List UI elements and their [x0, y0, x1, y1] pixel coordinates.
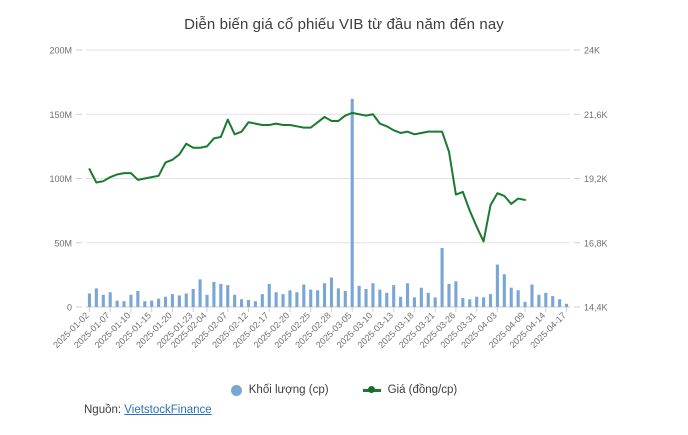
volume-bar[interactable] [433, 297, 437, 307]
volume-bar[interactable] [564, 303, 569, 307]
price-line[interactable] [88, 111, 527, 243]
volume-bar[interactable] [454, 281, 458, 307]
volume-bar[interactable] [357, 285, 361, 307]
volume-bar[interactable] [267, 283, 271, 307]
volume-bar[interactable] [516, 290, 520, 307]
volume-bar[interactable] [440, 247, 444, 307]
volume-bar[interactable] [309, 289, 313, 307]
legend-label-price: Giá (đồng/cp) [387, 384, 458, 396]
volume-bar[interactable] [226, 285, 230, 307]
volume-bar[interactable] [378, 289, 382, 307]
y-axis-left-tick-label: 100M [49, 174, 72, 184]
volume-bar[interactable] [295, 292, 299, 307]
chart-title: Diễn biến giá cổ phiếu VIB từ đầu năm đế… [184, 16, 504, 33]
y-axis-right-tick-label: 16,8K [584, 238, 608, 248]
volume-bar[interactable] [447, 283, 451, 307]
volume-bar[interactable] [212, 281, 216, 307]
volume-bar[interactable] [392, 285, 396, 307]
volume-bar[interactable] [350, 98, 354, 307]
volume-bar[interactable] [240, 299, 244, 307]
volume-bar[interactable] [198, 279, 202, 307]
volume-bar[interactable] [108, 292, 112, 307]
volume-bar[interactable] [191, 289, 195, 307]
volume-bar[interactable] [426, 292, 430, 307]
volume-bar[interactable] [399, 296, 403, 307]
volume-bar[interactable] [364, 289, 368, 307]
legend-label-volume: Khối lượng (cp) [248, 384, 329, 396]
volume-bar[interactable] [509, 287, 513, 307]
volume-bar[interactable] [371, 283, 375, 307]
volume-bar[interactable] [219, 283, 223, 307]
volume-bar[interactable] [150, 300, 154, 307]
y-axis-left-tick-label: 200M [49, 46, 72, 56]
volume-bar[interactable] [170, 294, 174, 307]
volume-bar[interactable] [329, 277, 334, 307]
volume-bar[interactable] [101, 294, 105, 307]
volume-bar[interactable] [233, 294, 237, 307]
volume-bar[interactable] [405, 283, 410, 307]
source-prefix: Nguồn: [84, 404, 122, 416]
volume-bar[interactable] [184, 293, 188, 307]
volume-bar[interactable] [316, 290, 320, 307]
volume-bar[interactable] [281, 294, 285, 307]
volume-bar[interactable] [544, 292, 548, 307]
volume-bar[interactable] [115, 300, 119, 307]
source-note: Nguồn: VietstockFinance [84, 404, 212, 416]
volume-bar[interactable] [322, 283, 327, 307]
chart-plot-area: 050M100M150M200M14,4K16,8K19,2K21,6K24K2… [49, 46, 608, 350]
volume-bar[interactable] [143, 301, 147, 307]
volume-bar[interactable] [551, 296, 555, 307]
volume-bar[interactable] [475, 296, 479, 307]
volume-bar[interactable] [502, 274, 506, 307]
chart-legend: Khối lượng (cp) Giá (đồng/cp) [0, 384, 688, 396]
volume-bar[interactable] [419, 287, 423, 307]
volume-bar[interactable] [163, 296, 168, 307]
price-legend-marker-icon [362, 385, 381, 396]
volume-bar[interactable] [205, 294, 209, 307]
volume-bar[interactable] [461, 298, 465, 307]
volume-bar[interactable] [537, 294, 541, 307]
volume-bar[interactable] [288, 290, 292, 307]
volume-bar[interactable] [343, 290, 347, 307]
volume-bar[interactable] [468, 299, 472, 307]
volume-bar[interactable] [336, 288, 340, 307]
volume-bar[interactable] [530, 284, 534, 307]
volume-bar[interactable] [94, 288, 98, 307]
volume-bar[interactable] [177, 295, 181, 307]
volume-bar[interactable] [253, 301, 257, 307]
volume-bar[interactable] [122, 301, 126, 307]
volume-bar[interactable] [274, 292, 278, 307]
y-axis-right-tick-label: 24K [584, 46, 600, 56]
volume-bar[interactable] [260, 294, 264, 307]
volume-bar[interactable] [482, 297, 486, 307]
volume-bar[interactable] [558, 299, 562, 307]
volume-bar[interactable] [495, 264, 499, 307]
y-axis-left-tick-label: 150M [49, 110, 72, 120]
y-axis-right-tick-label: 14,4K [584, 303, 608, 313]
volume-bar[interactable] [488, 294, 493, 307]
volume-bar[interactable] [412, 297, 416, 307]
volume-bar[interactable] [129, 294, 133, 307]
legend-item-price[interactable]: Giá (đồng/cp) [362, 384, 458, 396]
volume-bar[interactable] [523, 301, 527, 307]
volume-bar[interactable] [302, 284, 306, 307]
y-axis-right-tick-label: 19,2K [584, 174, 608, 184]
y-axis-left-tick-label: 0 [67, 303, 72, 313]
y-axis-left-tick-label: 50M [54, 238, 72, 248]
legend-item-volume[interactable]: Khối lượng (cp) [230, 384, 329, 396]
volume-bar[interactable] [87, 293, 92, 307]
volume-legend-marker-icon [230, 384, 242, 396]
volume-bar[interactable] [246, 299, 251, 307]
y-axis-right-tick-label: 21,6K [584, 110, 608, 120]
volume-bar[interactable] [385, 292, 389, 307]
source-link[interactable]: VietstockFinance [124, 404, 212, 416]
volume-bar[interactable] [136, 290, 140, 307]
volume-bar[interactable] [157, 298, 161, 307]
